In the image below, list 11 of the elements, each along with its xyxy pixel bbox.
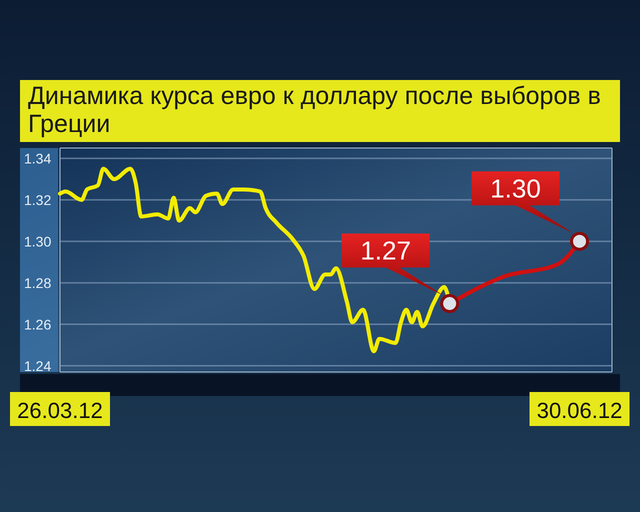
y-tick-label: 1.24 <box>24 358 52 374</box>
y-tick-label: 1.28 <box>24 274 52 291</box>
annotation: 1.27 <box>360 236 411 266</box>
x-tick-label: 30.06.12 <box>536 398 622 423</box>
x-tick-label: 26.03.12 <box>17 398 103 423</box>
y-tick-label: 1.26 <box>24 316 52 332</box>
y-tick-label: 1.32 <box>24 192 52 208</box>
y-tick-label: 1.34 <box>24 150 52 166</box>
y-tick-label: 1.30 <box>24 233 52 250</box>
chart-title: Динамика курса евро к доллару после выборов в Греции <box>28 82 602 138</box>
annotation: 1.30 <box>490 173 541 204</box>
